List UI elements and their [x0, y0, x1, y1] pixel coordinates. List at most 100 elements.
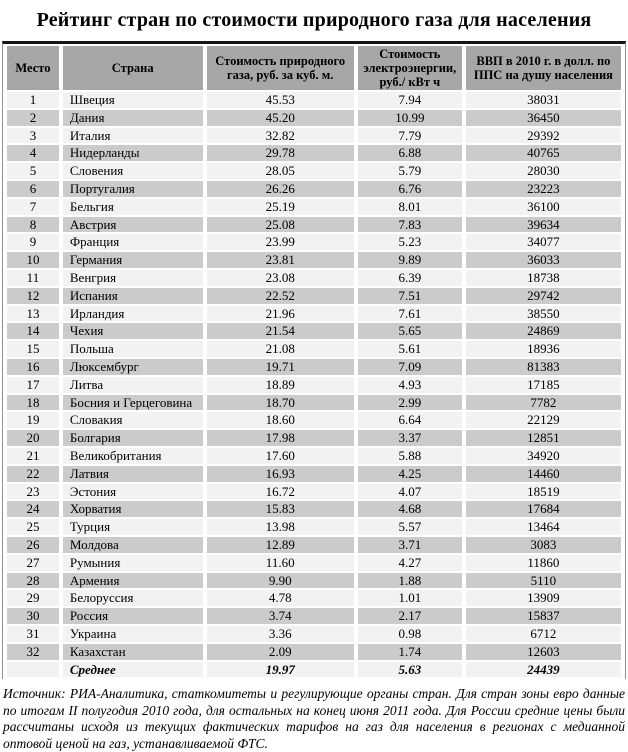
gas-price-cell: 22.52 — [206, 287, 354, 304]
table-row: 3 Италия 32.82 7.79 29392 — [7, 127, 621, 144]
electricity-price-cell: 6.39 — [357, 269, 462, 286]
country-cell: Италия — [62, 127, 203, 144]
table-row: 12 Испания 22.52 7.51 29742 — [7, 287, 621, 304]
electricity-price-cell: 4.27 — [357, 554, 462, 571]
country-cell: Польша — [62, 341, 203, 357]
gdp-cell: 40765 — [465, 145, 621, 162]
gdp-cell: 12851 — [465, 430, 621, 446]
gdp-cell: 14460 — [465, 465, 621, 482]
gdp-cell: 7782 — [465, 394, 621, 411]
rank-cell: 1 — [7, 92, 59, 108]
gdp-cell: 18936 — [465, 341, 621, 357]
table-row: 27 Румыния 11.60 4.27 11860 — [7, 554, 621, 571]
header-gdp: ВВП в 2010 г. в долл. по ППС на душу нас… — [465, 46, 621, 90]
country-cell: Хорватия — [62, 501, 203, 518]
gas-price-cell: 45.53 — [206, 92, 354, 108]
gdp-cell: 29742 — [465, 287, 621, 304]
table-row: 19 Словакия 18.60 6.64 22129 — [7, 412, 621, 429]
rank-cell: 12 — [7, 287, 59, 304]
electricity-price-cell: 5.88 — [357, 447, 462, 464]
rank-cell: 17 — [7, 376, 59, 393]
country-cell: Дания — [62, 109, 203, 126]
rank-cell: 25 — [7, 519, 59, 535]
header-electricity-price: Стоимость электроэнергии, руб./ кВт ч — [357, 46, 462, 90]
gas-price-cell: 19.97 — [206, 661, 354, 678]
gas-price-cell: 3.74 — [206, 608, 354, 624]
gdp-cell: 11860 — [465, 554, 621, 571]
table-row: 14 Чехия 21.54 5.65 24869 — [7, 323, 621, 340]
electricity-price-cell: 1.01 — [357, 590, 462, 607]
rank-cell: 28 — [7, 572, 59, 589]
gdp-cell: 17185 — [465, 376, 621, 393]
electricity-price-cell: 5.57 — [357, 519, 462, 535]
summary-row: Среднее 19.97 5.63 24439 — [7, 661, 621, 678]
rank-cell: 30 — [7, 608, 59, 624]
gas-price-cell: 17.60 — [206, 447, 354, 464]
gdp-cell: 18519 — [465, 483, 621, 500]
gas-price-cell: 23.81 — [206, 252, 354, 268]
rank-cell: 15 — [7, 341, 59, 357]
rank-cell — [7, 661, 59, 678]
table-row: 11 Венгрия 23.08 6.39 18738 — [7, 269, 621, 286]
gas-price-cell: 15.83 — [206, 501, 354, 518]
table-row: 10 Германия 23.81 9.89 36033 — [7, 252, 621, 268]
gdp-cell: 13464 — [465, 519, 621, 535]
gas-price-cell: 45.20 — [206, 109, 354, 126]
table-row: 22 Латвия 16.93 4.25 14460 — [7, 465, 621, 482]
gdp-cell: 3083 — [465, 536, 621, 553]
country-cell: Нидерланды — [62, 145, 203, 162]
electricity-price-cell: 5.65 — [357, 323, 462, 340]
rank-cell: 14 — [7, 323, 59, 340]
table-row: 21 Великобритания 17.60 5.88 34920 — [7, 447, 621, 464]
electricity-price-cell: 6.64 — [357, 412, 462, 429]
rank-cell: 7 — [7, 198, 59, 215]
electricity-price-cell: 1.88 — [357, 572, 462, 589]
electricity-price-cell: 4.25 — [357, 465, 462, 482]
gdp-cell: 34920 — [465, 447, 621, 464]
table-row: 6 Португалия 26.26 6.76 23223 — [7, 180, 621, 197]
gas-price-cell: 18.60 — [206, 412, 354, 429]
gdp-cell: 22129 — [465, 412, 621, 429]
rank-cell: 5 — [7, 163, 59, 179]
table-row: 1 Швеция 45.53 7.94 38031 — [7, 92, 621, 108]
header-row: Место Страна Стоимость природного газа, … — [7, 46, 621, 90]
source-note: Источник: РИА-Аналитика, статкомитеты и … — [3, 686, 625, 751]
table-row: 13 Ирландия 21.96 7.61 38550 — [7, 305, 621, 322]
table-row: 8 Австрия 25.08 7.83 39634 — [7, 216, 621, 233]
gas-price-cell: 16.93 — [206, 465, 354, 482]
electricity-price-cell: 0.98 — [357, 625, 462, 642]
gdp-cell: 12603 — [465, 643, 621, 660]
gas-price-cell: 32.82 — [206, 127, 354, 144]
table-row: 5 Словения 28.05 5.79 28030 — [7, 163, 621, 179]
gdp-cell: 29392 — [465, 127, 621, 144]
gas-price-cell: 11.60 — [206, 554, 354, 571]
country-cell: Болгария — [62, 430, 203, 446]
electricity-price-cell: 6.88 — [357, 145, 462, 162]
rank-cell: 23 — [7, 483, 59, 500]
table-row: 15 Польша 21.08 5.61 18936 — [7, 341, 621, 357]
rank-cell: 4 — [7, 145, 59, 162]
gas-price-cell: 28.05 — [206, 163, 354, 179]
electricity-price-cell: 2.99 — [357, 394, 462, 411]
table-row: 26 Молдова 12.89 3.71 3083 — [7, 536, 621, 553]
rank-cell: 2 — [7, 109, 59, 126]
table-row: 4 Нидерланды 29.78 6.88 40765 — [7, 145, 621, 162]
table-row: 7 Бельгия 25.19 8.01 36100 — [7, 198, 621, 215]
electricity-price-cell: 4.93 — [357, 376, 462, 393]
gdp-cell: 13909 — [465, 590, 621, 607]
country-cell: Португалия — [62, 180, 203, 197]
country-cell: Украина — [62, 625, 203, 642]
header-rank: Место — [7, 46, 59, 90]
country-cell: Испания — [62, 287, 203, 304]
table-row: 9 Франция 23.99 5.23 34077 — [7, 234, 621, 251]
rank-cell: 19 — [7, 412, 59, 429]
gdp-cell: 17684 — [465, 501, 621, 518]
rank-cell: 27 — [7, 554, 59, 571]
country-cell: Латвия — [62, 465, 203, 482]
gas-price-cell: 9.90 — [206, 572, 354, 589]
table-row: 17 Литва 18.89 4.93 17185 — [7, 376, 621, 393]
rank-cell: 10 — [7, 252, 59, 268]
country-cell: Чехия — [62, 323, 203, 340]
table-row: 24 Хорватия 15.83 4.68 17684 — [7, 501, 621, 518]
